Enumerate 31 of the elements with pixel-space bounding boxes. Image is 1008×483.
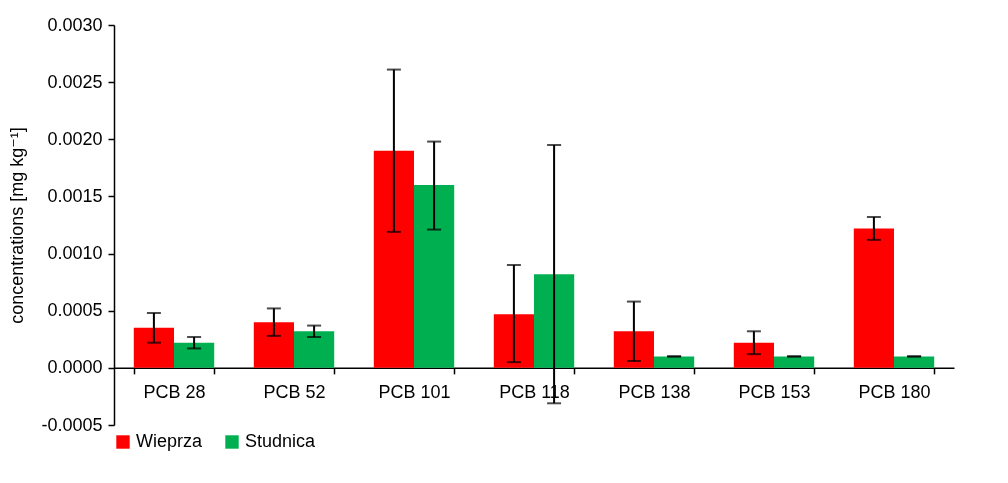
y-tick-label: 0.0025	[47, 71, 103, 92]
y-axis-title: concentrations [mg kg⁻¹]	[7, 127, 28, 324]
x-tick-label: PCB 153	[738, 382, 811, 403]
bar	[733, 342, 774, 368]
x-tick-label: PCB 101	[378, 382, 451, 403]
y-tick-label: -0.0005	[41, 414, 103, 435]
bar	[613, 331, 654, 368]
x-tick-label: PCB 180	[858, 382, 931, 403]
bar	[174, 342, 215, 368]
bar	[853, 228, 894, 368]
y-tick-label: 0.0015	[47, 185, 103, 206]
bar	[534, 274, 575, 368]
bar	[493, 314, 534, 368]
bar	[774, 356, 815, 368]
x-tick-label: PCB 28	[143, 382, 206, 403]
bar	[294, 331, 335, 368]
bar	[654, 356, 695, 368]
bar	[414, 185, 455, 368]
x-tick-label: PCB 52	[263, 382, 326, 403]
legend-label: Studnica	[245, 431, 317, 451]
bar	[133, 327, 174, 368]
y-tick-label: 0.0010	[47, 243, 103, 264]
y-tick-label: 0.0005	[47, 300, 103, 321]
y-tick-label: 0.0030	[47, 14, 103, 35]
y-tick-label: 0.0000	[47, 357, 103, 378]
x-tick-label: PCB 138	[618, 382, 691, 403]
legend-label: Wieprza	[136, 431, 203, 451]
bar	[253, 322, 294, 368]
bar	[894, 356, 935, 368]
y-tick-label: 0.0020	[47, 128, 103, 149]
bar	[373, 150, 414, 368]
